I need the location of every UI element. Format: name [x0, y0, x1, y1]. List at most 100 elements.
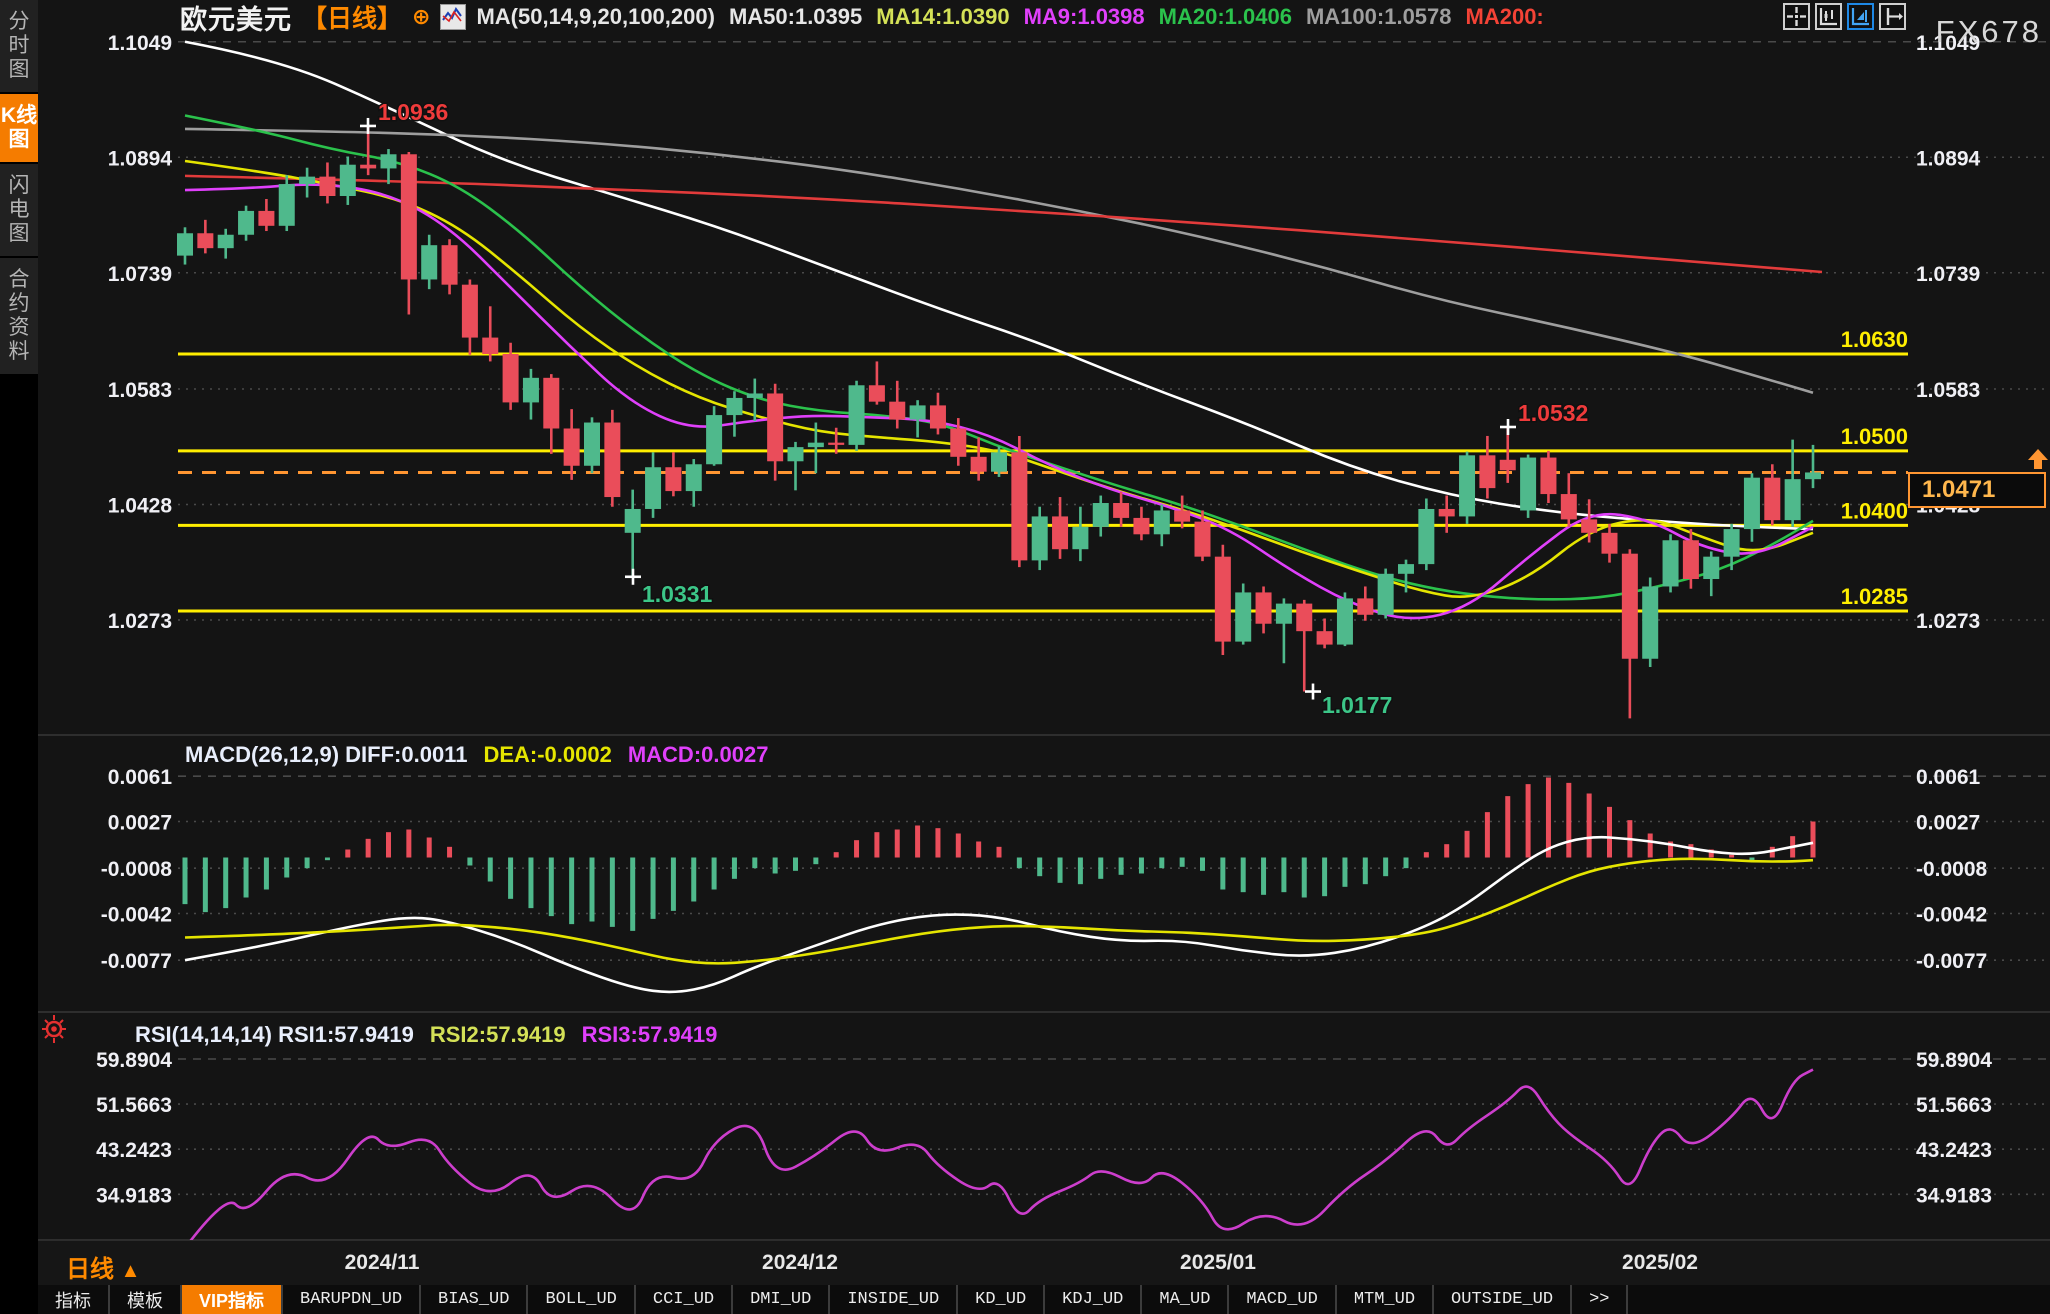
price-annotation: 1.0331	[642, 581, 713, 607]
candle	[1540, 457, 1557, 495]
tab-MTM_UD[interactable]: MTM_UD	[1337, 1285, 1435, 1314]
rsi-legend-item: RSI(14,14,14) RSI1:57.9419	[135, 1022, 414, 1047]
candle	[1194, 521, 1211, 557]
tab-KDJ_UD[interactable]: KDJ_UD	[1045, 1285, 1143, 1314]
candle	[685, 464, 702, 492]
tab-CCI_UD[interactable]: CCI_UD	[636, 1285, 734, 1314]
candle	[1174, 510, 1191, 522]
candle	[584, 422, 600, 466]
tab->>[interactable]: >>	[1572, 1285, 1629, 1314]
axis-label: 1.0500	[1841, 424, 1908, 449]
sidebar-item-合约资料[interactable]: 合约资料	[0, 258, 38, 374]
axis-label: -0.0042	[101, 904, 172, 927]
candle	[380, 154, 397, 169]
candle	[746, 393, 763, 398]
axis-label: 1.0894	[1916, 147, 1981, 170]
axis-label: 1.0273	[108, 610, 172, 633]
candle	[929, 405, 946, 429]
ma-legend-item: MA50:1.0395	[728, 4, 863, 29]
candle	[1275, 603, 1292, 624]
candle	[1296, 603, 1313, 632]
axis-label: 1.0400	[1841, 498, 1908, 523]
tab-指标[interactable]: 指标	[38, 1285, 110, 1314]
alert-icon	[40, 1013, 68, 1050]
candle	[360, 164, 377, 169]
candle	[1377, 573, 1394, 615]
tab-BOLL_UD[interactable]: BOLL_UD	[528, 1285, 636, 1314]
candle	[543, 377, 560, 429]
candle-axes-icon[interactable]	[1815, 3, 1842, 30]
tab-MA_UD[interactable]: MA_UD	[1142, 1285, 1230, 1314]
tab-BIAS_UD[interactable]: BIAS_UD	[421, 1285, 529, 1314]
axis-label: 51.5663	[1916, 1094, 1992, 1117]
link-target-icon[interactable]: ⊕	[412, 4, 431, 29]
triangle-up-icon: ▲	[120, 1260, 141, 1282]
ma-line-MA14	[184, 159, 1814, 598]
sidebar-item-K线图[interactable]: K线图	[0, 94, 38, 162]
tab-BARUPDN_UD[interactable]: BARUPDN_UD	[283, 1285, 422, 1314]
candle	[1438, 508, 1455, 517]
ma-legend-item: MA14:1.0390	[876, 4, 1010, 29]
period-selector[interactable]: 日线 ▲	[66, 1256, 141, 1283]
price-annotation: 1.0936	[378, 99, 448, 125]
axis-label: 1.0739	[108, 263, 172, 286]
candle	[1784, 479, 1801, 521]
macd-legend: MACD(26,12,9) DIFF:0.0011 DEA:-0.0002 MACD…	[185, 742, 768, 768]
candle	[726, 397, 743, 416]
candle	[258, 210, 275, 226]
tab-VIP指标[interactable]: VIP指标	[182, 1285, 284, 1314]
axis-label: 43.2423	[96, 1139, 172, 1162]
candle	[1255, 592, 1272, 624]
axis-label: 51.5663	[96, 1094, 172, 1117]
ma-line-MA100	[184, 127, 1814, 394]
candle	[767, 393, 784, 462]
axis-label: 1.0428	[108, 494, 173, 517]
candle	[1764, 477, 1781, 521]
axis-label: 1.1049	[1916, 32, 1980, 55]
ma-line-MA200	[184, 174, 1823, 274]
axis-label: -0.0042	[1916, 904, 1987, 927]
candle	[1703, 556, 1720, 580]
sidebar-item-分时图[interactable]: 分时图	[0, 0, 38, 92]
tab-INSIDE_UD[interactable]: INSIDE_UD	[830, 1285, 959, 1314]
axis-label: 34.9183	[1916, 1184, 1992, 1207]
candle	[1642, 586, 1659, 659]
line-axes-icon[interactable]	[1847, 3, 1874, 30]
axis-shift-icon[interactable]	[1879, 3, 1906, 30]
candle	[339, 164, 356, 197]
axis-label: 0.0061	[108, 766, 173, 789]
candle	[1662, 540, 1679, 587]
crosshair-grid-icon[interactable]	[1783, 3, 1810, 30]
tab-DMI_UD[interactable]: DMI_UD	[733, 1285, 831, 1314]
tab-模板[interactable]: 模板	[110, 1285, 182, 1314]
candle	[604, 422, 621, 498]
axis-label: 59.8904	[96, 1049, 172, 1072]
axis-label: 0.0061	[1916, 766, 1981, 789]
ma-legend-item: MA9:1.0398	[1023, 4, 1145, 29]
symbol-title: 欧元美元	[180, 4, 292, 35]
candle	[400, 154, 417, 280]
candle	[1805, 472, 1821, 480]
candle	[1214, 556, 1231, 642]
candle	[1418, 508, 1435, 565]
candle	[665, 467, 682, 492]
last-price-value: 1.0471	[1922, 476, 1996, 503]
candle	[1052, 516, 1069, 550]
candle	[461, 284, 478, 338]
candle	[299, 176, 316, 185]
candle	[950, 428, 967, 457]
mini-chart-icon[interactable]	[440, 4, 467, 30]
tab-KD_UD[interactable]: KD_UD	[958, 1285, 1046, 1314]
tab-MACD_UD[interactable]: MACD_UD	[1229, 1285, 1337, 1314]
tab-OUTSIDE_UD[interactable]: OUTSIDE_UD	[1434, 1285, 1573, 1314]
ma-legend-item: MA20:1.0406	[1158, 4, 1292, 29]
axis-label: 0.0027	[108, 812, 172, 835]
sidebar-item-闪电图[interactable]: 闪电图	[0, 164, 38, 256]
candle	[1072, 526, 1089, 550]
candle	[1581, 519, 1598, 533]
period-label: 【日线】	[302, 5, 403, 33]
axis-label: -0.0077	[101, 950, 172, 973]
watermark-logo: FX678	[1935, 14, 2042, 49]
candle	[1499, 459, 1516, 471]
